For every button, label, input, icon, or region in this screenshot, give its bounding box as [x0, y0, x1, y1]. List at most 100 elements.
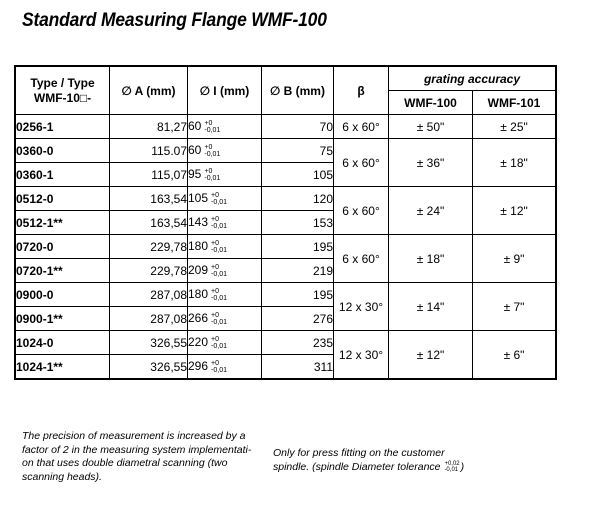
cell-a: 326,55 [109, 354, 188, 380]
cell-b: 105 [261, 162, 334, 187]
cell-i-value: 95 [188, 167, 202, 182]
cell-i: 60 +0 -0,01 [187, 138, 262, 163]
footnote-tolerance: +0,02 -0,01 [444, 461, 459, 473]
table-row: 0512-0 163,54 105 +0 -0,01 120 6 x 60° ± 2… [14, 186, 557, 235]
tol-upper: +0 [211, 239, 220, 247]
cell-acc101: ± 25" [472, 114, 557, 139]
cell-i-tolerance: +0 -0,01 [211, 312, 227, 326]
table-row: 0900-1** 287,08 266 +0 -0,01 276 [14, 306, 556, 331]
cell-i: 143 +0 -0,01 [187, 210, 262, 235]
cell-i-value: 220 [188, 335, 209, 350]
cell-i: 95 +0 -0,01 [187, 162, 262, 187]
header-grating-accuracy: grating accuracy [388, 65, 557, 91]
table-row: 1024-0 326,55 220 +0 -0,01 235 12 x 30° ± … [14, 330, 557, 380]
cell-type: 0720-1** [14, 258, 110, 283]
cell-i: 296 +0 -0,01 [187, 354, 262, 380]
tol-upper: +0 [204, 119, 213, 127]
tol-lower: -0,01 [211, 270, 227, 278]
cell-acc101: ± 18" [472, 138, 557, 187]
cell-i: 266 +0 -0,01 [187, 306, 262, 331]
cell-a: 163,54 [109, 210, 188, 235]
tol-lower: -0,01 [204, 126, 221, 134]
cell-beta: 12 x 30° [333, 330, 389, 380]
cell-a: 163,54 [109, 186, 188, 211]
cell-i-tolerance: +0 -0,01 [211, 336, 227, 350]
cell-i-value: 209 [188, 263, 209, 278]
cell-i-value: 60 [188, 119, 202, 134]
table-row: 0360-1 115,07 95 +0 -0,01 105 [14, 162, 556, 187]
cell-i-value: 60 [188, 143, 202, 158]
cell-i-tolerance: +0 -0,01 [211, 192, 227, 206]
cell-beta: 6 x 60° [333, 234, 389, 283]
header-type-line1: Type / Type [30, 75, 95, 90]
cell-type: 0720-0 [14, 234, 110, 259]
tol-upper: +0 [211, 215, 220, 223]
cell-i-tolerance: +0 -0,01 [211, 216, 227, 230]
cell-type: 0512-1** [14, 210, 110, 235]
tol-upper: +0 [211, 263, 220, 271]
cell-type: 1024-0 [14, 330, 110, 355]
cell-type: 0512-0 [14, 186, 110, 211]
tol-lower: -0,01 [211, 366, 227, 374]
cell-b: 311 [261, 354, 334, 380]
tol-lower: -0,01 [211, 318, 227, 326]
cell-type: 0360-0 [14, 138, 110, 163]
cell-acc101: ± 7" [472, 282, 557, 331]
cell-a: 287,08 [109, 306, 188, 331]
header-beta: β [333, 65, 389, 115]
table-row: 0720-0 229,78 180 +0 -0,01 195 6 x 60° ± 1… [14, 234, 557, 283]
footnote-precision: The precision of measurement is increase… [22, 430, 252, 483]
footnote-close-paren: ) [460, 460, 465, 473]
tol-upper: +0 [204, 167, 213, 175]
cell-acc100: ± 14" [388, 282, 473, 331]
cell-i-tolerance: +0 -0,01 [211, 360, 227, 374]
cell-i-tolerance: +0 -0,01 [211, 240, 227, 254]
cell-b: 235 [261, 330, 334, 355]
tol-upper: +0 [204, 143, 213, 151]
cell-i-tolerance: +0 -0,01 [204, 168, 220, 182]
footnote-press-fitting-text: Only for press fitting on the customer s… [273, 447, 445, 473]
cell-i-value: 143 [188, 215, 209, 230]
cell-i-tolerance: +0 -0,01 [204, 144, 220, 158]
header-wmf100: WMF-100 [388, 90, 473, 115]
cell-i-value: 180 [188, 287, 209, 302]
header-b: ∅ B (mm) [261, 65, 334, 115]
table-row: 0512-1** 163,54 143 +0 -0,01 153 [14, 210, 556, 235]
cell-acc101: ± 9" [472, 234, 557, 283]
header-i: ∅ I (mm) [187, 65, 262, 115]
tol-upper: +0 [211, 191, 220, 199]
header-type: Type / Type WMF-10□- [14, 65, 110, 115]
header-wmf101: WMF-101 [472, 90, 557, 115]
table-row: 1024-1** 326,55 296 +0 -0,01 311 [14, 354, 556, 380]
cell-a: 115.07 [109, 138, 188, 163]
cell-a: 81,27 [109, 114, 188, 139]
cell-i-value: 296 [188, 359, 209, 374]
cell-i-value: 180 [188, 239, 209, 254]
tol-lower: -0,01 [211, 294, 227, 302]
cell-i-value: 105 [188, 191, 209, 206]
cell-type: 0900-0 [14, 282, 110, 307]
tol-lower: -0,01 [204, 174, 221, 182]
cell-b: 195 [261, 282, 334, 307]
cell-acc101: ± 6" [472, 330, 557, 380]
header-type-line2: WMF-10□- [33, 90, 92, 105]
cell-i-tolerance: +0 -0,01 [204, 120, 220, 134]
spec-table: Type / Type WMF-10□- ∅ A (mm) ∅ I (mm) ∅… [14, 65, 557, 380]
cell-i: 105 +0 -0,01 [187, 186, 262, 211]
cell-a: 115,07 [109, 162, 188, 187]
cell-beta: 6 x 60° [333, 138, 389, 187]
cell-type: 0360-1 [14, 162, 110, 187]
cell-b: 153 [261, 210, 334, 235]
table-row: 0900-0 287,08 180 +0 -0,01 195 12 x 30° ± … [14, 282, 557, 331]
cell-i-value: 266 [188, 311, 209, 326]
cell-i: 220 +0 -0,01 [187, 330, 262, 355]
page-title: Standard Measuring Flange WMF-100 [22, 10, 327, 31]
cell-b: 276 [261, 306, 334, 331]
cell-b: 75 [261, 138, 334, 163]
cell-i: 60 +0 -0,01 [187, 114, 262, 139]
cell-beta: 6 x 60° [333, 114, 389, 139]
cell-i-tolerance: +0 -0,01 [211, 264, 227, 278]
cell-beta: 6 x 60° [333, 186, 389, 235]
cell-a: 229,78 [109, 234, 188, 259]
tol-upper: +0 [211, 287, 220, 295]
